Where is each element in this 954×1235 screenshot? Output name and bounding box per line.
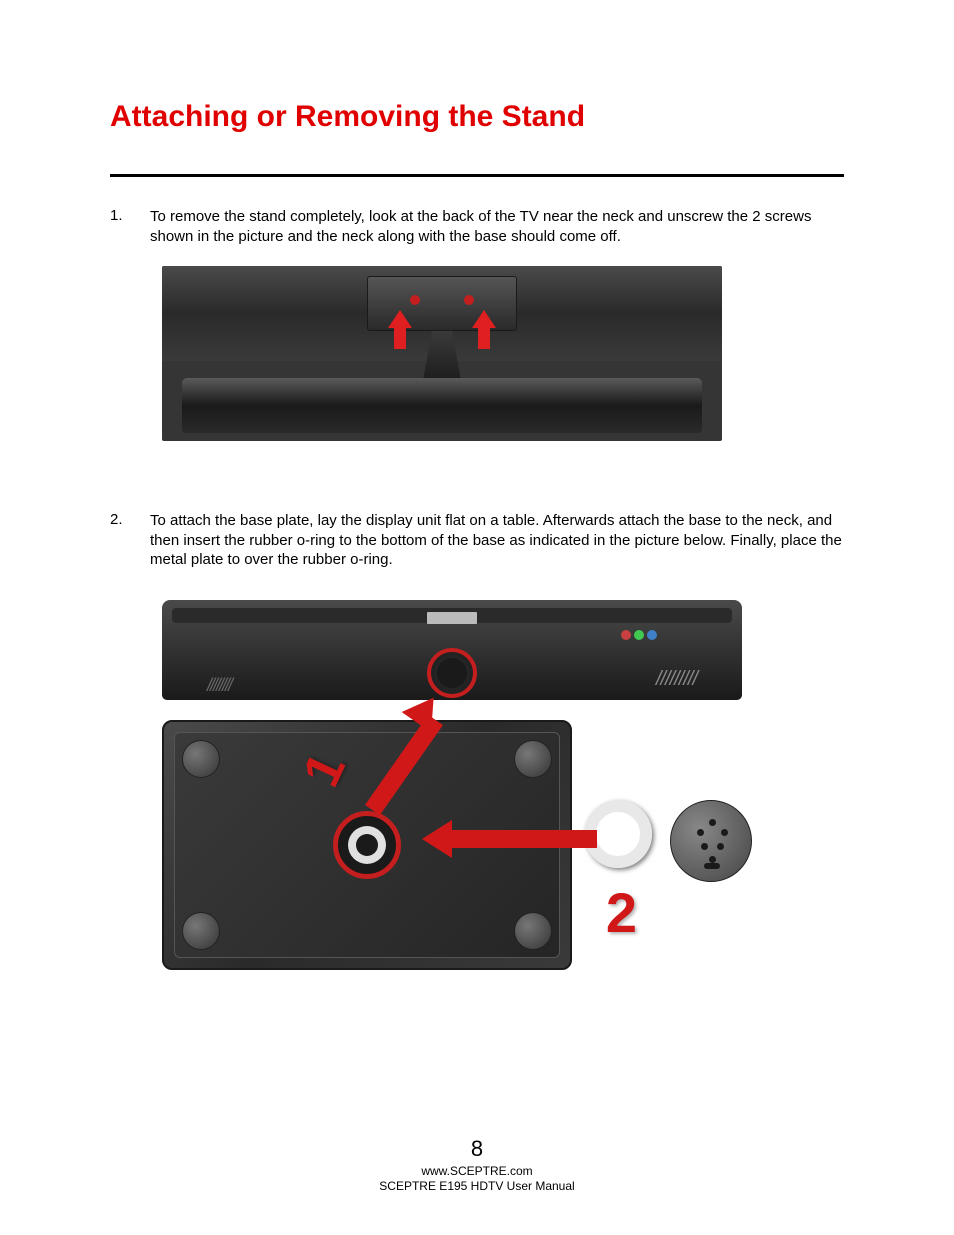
rubber-foot <box>514 740 552 778</box>
footer-website: www.SCEPTRE.com <box>0 1164 954 1180</box>
neck-socket-highlight <box>427 648 477 698</box>
screw-marker-right <box>464 295 474 305</box>
rubber-foot <box>514 912 552 950</box>
step-number: 2. <box>110 511 150 570</box>
screw-marker-left <box>410 295 420 305</box>
arrow-step-2-icon <box>422 825 597 853</box>
step-text: To attach the base plate, lay the displa… <box>150 511 844 570</box>
step-1: 1. To remove the stand completely, look … <box>110 207 844 246</box>
center-gear <box>348 826 386 864</box>
rubber-foot <box>182 912 220 950</box>
arrow-up-icon <box>388 310 412 350</box>
page-number: 8 <box>0 1136 954 1162</box>
arrow-step-1-icon <box>337 695 467 825</box>
vent-slots-icon: ///////// <box>656 668 697 691</box>
port-icon <box>634 630 644 640</box>
footer-manual-name: SCEPTRE E195 HDTV User Manual <box>0 1179 954 1195</box>
step-text: To remove the stand completely, look at … <box>150 207 844 246</box>
neck-socket-inner <box>437 658 467 688</box>
rubber-foot <box>182 740 220 778</box>
page-title: Attaching or Removing the Stand <box>110 100 844 134</box>
divider <box>110 174 844 177</box>
av-ports <box>621 630 657 640</box>
arrow-up-icon <box>472 310 496 350</box>
port-icon <box>647 630 657 640</box>
mount-plate <box>367 276 517 331</box>
step-2: 2. To attach the base plate, lay the dis… <box>110 511 844 570</box>
step-label-2: 2 <box>606 880 637 945</box>
page-footer: 8 www.SCEPTRE.com SCEPTRE E195 HDTV User… <box>0 1136 954 1195</box>
step-number: 1. <box>110 207 150 246</box>
label-panel <box>427 612 477 624</box>
figure-1-tv-stand-removal <box>162 266 722 441</box>
port-icon <box>621 630 631 640</box>
stand-base <box>182 378 702 433</box>
metal-plate <box>670 800 752 882</box>
figure-2-base-assembly: //////// ///////// 1 2 <box>162 600 742 970</box>
vent-slots-icon: //////// <box>207 675 231 696</box>
